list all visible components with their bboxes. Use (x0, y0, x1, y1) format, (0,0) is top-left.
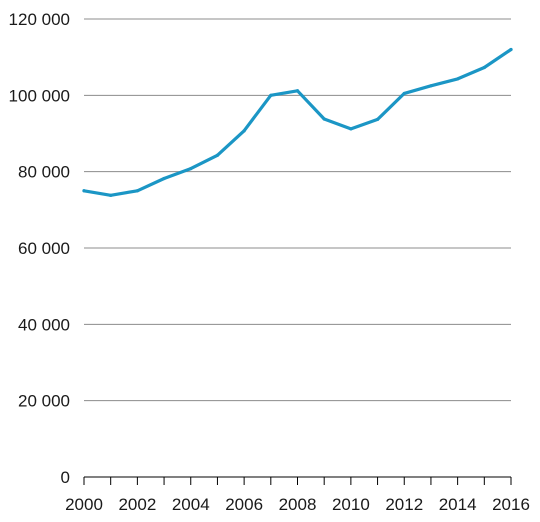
data-point (135, 189, 139, 193)
x-tick-label: 2000 (65, 495, 103, 514)
x-tick-label: 2014 (439, 495, 477, 514)
x-axis: 2000 2002 2004 2006 2008 2010 2012 2014 2016 (65, 476, 530, 514)
data-point (242, 129, 246, 133)
x-tick-label: 2002 (118, 495, 156, 514)
data-point (295, 89, 300, 93)
data-point (402, 91, 406, 96)
data-point (429, 84, 433, 88)
y-tick-label: 80 000 (18, 163, 70, 182)
gridlines (84, 18, 511, 402)
y-tick-label: 120 000 (9, 10, 70, 29)
data-point (189, 167, 193, 171)
y-tick-label: 60 000 (18, 239, 70, 258)
data-point (375, 117, 380, 121)
series-lines (82, 47, 513, 197)
data-point (482, 65, 486, 70)
data-point (109, 193, 113, 197)
x-tick-label: 2010 (332, 495, 370, 514)
x-tick-label: 2006 (225, 495, 263, 514)
x-tick-label: 2008 (279, 495, 317, 514)
data-point (269, 93, 273, 97)
y-axis-tick-labels: 0 20 000 40 000 60 000 80 000 100 000 120 000 (9, 10, 70, 487)
data-point (509, 47, 513, 52)
y-tick-label: 0 (61, 468, 70, 487)
x-tick-label: 2016 (492, 495, 530, 514)
x-tick-label: 2012 (385, 495, 423, 514)
x-tick-label: 2004 (172, 495, 210, 514)
data-point (456, 77, 460, 81)
data-point (215, 153, 220, 157)
data-point (82, 189, 86, 193)
data-point (349, 127, 353, 131)
data-point (162, 176, 166, 181)
y-tick-label: 100 000 (9, 86, 70, 105)
y-tick-label: 20 000 (18, 392, 70, 411)
series-line (82, 47, 513, 197)
data-point (322, 117, 326, 121)
y-tick-label: 40 000 (18, 315, 70, 334)
